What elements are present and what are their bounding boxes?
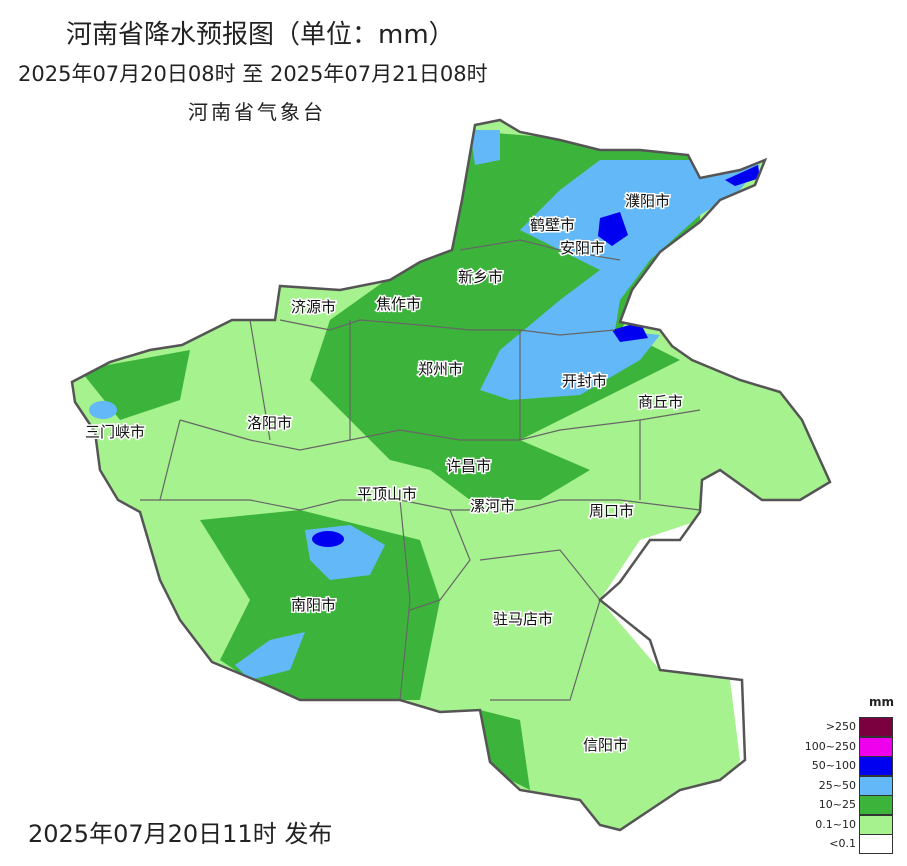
issue-time: 2025年07月20日11时 发布 [28,820,333,848]
legend-label: 25~50 [818,778,856,792]
legend-item: 50~100 [795,756,893,776]
legend-swatch [859,775,893,796]
rain-zone-25-50-north [470,130,500,165]
rain-zone-50-100-nanyang [312,531,344,547]
legend-swatch [859,756,893,776]
legend-label: 10~25 [818,798,856,811]
city-label-zhengzhou: 郑州市 [418,360,463,378]
city-label-sanmenxia: 三门峡市 [85,423,145,441]
legend-swatch [859,717,893,737]
issuer: 河南省气象台 [188,100,326,124]
city-label-zhoukou: 周口市 [589,502,634,520]
city-boundaries [140,239,701,701]
city-label-jiaozuo: 焦作市 [376,295,421,313]
city-label-shangqiu: 商丘市 [638,393,683,411]
legend-item: >250 [795,717,893,737]
legend-swatch [859,814,893,835]
rain-zone-50-100-anyang [598,212,628,246]
map-title: 河南省降水预报图（单位：mm） [66,20,455,50]
rain-zone-25-50-sw [235,632,305,680]
legend-item: <0.1 [795,834,893,854]
city-label-nanyang: 南阳市 [291,596,336,614]
legend-item: 10~25 [795,795,893,815]
legend-unit: mm [869,695,895,709]
city-label-jiyuan: 济源市 [291,298,336,316]
legend-item: 100~250 [795,736,893,757]
legend-swatch [859,795,893,815]
city-label-xinyang: 信阳市 [583,736,628,754]
legend-label: >250 [825,720,856,733]
city-label-zhumadian: 驻马店市 [493,610,553,628]
city-label-puyang: 濮阳市 [625,192,670,210]
rain-zone-50-100-puyang [725,165,760,186]
legend-label: 100~250 [804,739,856,753]
forecast-period: 2025年07月20日08时 至 2025年07月21日08时 [18,62,488,86]
city-label-xuchang: 许昌市 [446,457,491,475]
rain-zone-25-50 [480,160,760,400]
legend-swatch [859,834,893,854]
city-label-luoyang: 洛阳市 [247,414,292,432]
legend-swatch [859,736,893,757]
legend-item: 0.1~10 [795,814,893,835]
city-label-pingdingshan: 平顶山市 [357,485,417,503]
rain-zone-25-50-sanmenxia [89,401,117,419]
city-label-hebi: 鹤壁市 [530,216,575,234]
city-label-anyang: 安阳市 [560,239,605,257]
legend-label: 0.1~10 [815,817,856,831]
legend-label: <0.1 [829,837,856,850]
city-label-luohe: 漯河市 [470,497,515,515]
city-label-xinxiang: 新乡市 [458,268,503,286]
legend-label: 50~100 [811,759,856,772]
legend-item: 25~50 [795,775,893,796]
city-label-kaifeng: 开封市 [562,372,607,390]
